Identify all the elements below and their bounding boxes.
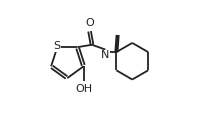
Text: OH: OH bbox=[75, 84, 92, 94]
Text: O: O bbox=[85, 18, 94, 28]
Text: S: S bbox=[54, 41, 61, 51]
Text: N: N bbox=[101, 50, 109, 60]
